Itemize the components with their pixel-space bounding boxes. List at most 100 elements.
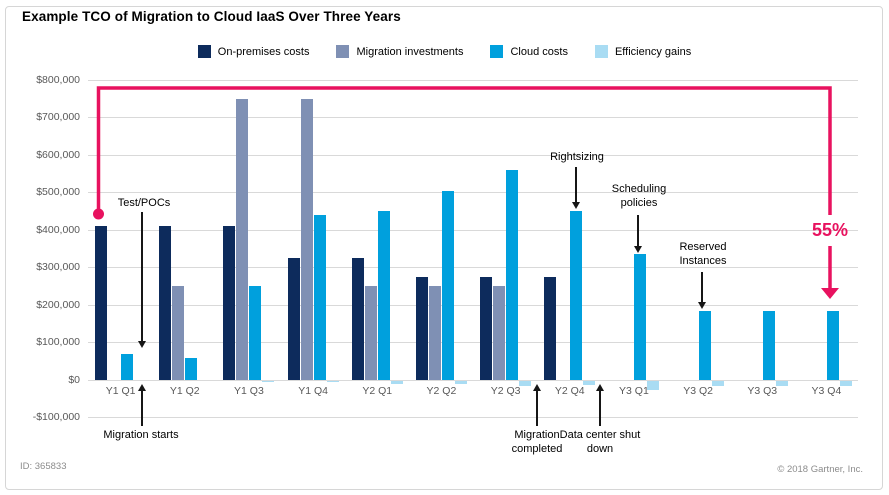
gridline bbox=[88, 304, 858, 306]
bar-efficiency-gains bbox=[262, 380, 275, 383]
on-premises-swatch-icon bbox=[197, 45, 211, 58]
x-tick-label: Y1 Q1 bbox=[105, 385, 136, 397]
bar-cloud-costs bbox=[506, 170, 519, 380]
x-tick-label: Y1 Q2 bbox=[169, 385, 200, 397]
y-tick-label: -$100,000 bbox=[32, 411, 80, 423]
x-tick-label: Y2 Q2 bbox=[426, 385, 457, 397]
gridline bbox=[88, 154, 858, 156]
bar-cloud-costs bbox=[377, 211, 390, 380]
y-tick-label: $0 bbox=[68, 373, 80, 386]
document-id: ID: 365833 bbox=[20, 461, 67, 472]
gridline bbox=[88, 267, 858, 268]
copyright: © 2018 Gartner, Inc. bbox=[777, 464, 863, 475]
gridline bbox=[88, 417, 858, 418]
legend-item-efficiency: Efficiency gains bbox=[594, 45, 692, 58]
x-tick-label: Y1 Q4 bbox=[298, 385, 328, 397]
bar-migration-investments bbox=[428, 286, 441, 380]
legend-item-on-premises: On-premises costs bbox=[197, 45, 310, 58]
y-tick-label: $700,000 bbox=[36, 111, 80, 123]
chart-title: Example TCO of Migration to Cloud IaaS O… bbox=[22, 9, 401, 24]
bar-on-premises-costs bbox=[223, 226, 236, 380]
bar-efficiency-gains bbox=[775, 380, 788, 387]
bar-cloud-costs bbox=[762, 310, 775, 380]
gridline bbox=[88, 192, 858, 193]
bar-cloud-costs bbox=[634, 254, 647, 380]
chart-legend: On-premises costs Migration investments … bbox=[0, 45, 889, 58]
migration-swatch-icon bbox=[336, 45, 350, 58]
bar-cloud-costs bbox=[698, 310, 711, 380]
y-tick-label: $200,000 bbox=[36, 298, 80, 311]
bar-efficiency-gains bbox=[711, 380, 724, 387]
y-tick-label: $600,000 bbox=[36, 148, 80, 161]
cloud-swatch-icon bbox=[490, 45, 504, 58]
migration-starts-arrow-icon bbox=[137, 384, 146, 426]
y-tick-label: $100,000 bbox=[36, 336, 80, 348]
x-tick-label: Y3 Q3 bbox=[747, 385, 778, 397]
x-tick-label: Y3 Q4 bbox=[811, 385, 842, 397]
legend-label: Cloud costs bbox=[510, 45, 568, 58]
bar-on-premises-costs bbox=[287, 258, 300, 380]
legend-item-cloud: Cloud costs bbox=[490, 45, 568, 58]
bar-cloud-costs bbox=[121, 353, 134, 380]
bar-cloud-costs bbox=[826, 310, 839, 380]
x-tick-label: Y2 Q3 bbox=[490, 385, 521, 397]
reserved-instances-arrow-icon bbox=[697, 272, 706, 309]
legend-label: On-premises costs bbox=[217, 45, 310, 58]
test-pocs-arrow-icon bbox=[137, 212, 146, 348]
migration-completed-arrow-icon bbox=[532, 384, 541, 426]
annotation-migration-completed: Migration completed bbox=[511, 429, 563, 455]
annotation-rightsizing: Rightsizing bbox=[550, 151, 604, 163]
bar-on-premises-costs bbox=[480, 276, 493, 380]
x-tick-label: Y3 Q1 bbox=[619, 385, 649, 397]
efficiency-swatch-icon bbox=[594, 45, 608, 58]
x-tick-label: Y2 Q4 bbox=[554, 385, 585, 397]
y-tick-label: $800,000 bbox=[36, 73, 80, 86]
reduction-percentage-label: 55% bbox=[811, 220, 849, 240]
legend-item-migration: Migration investments bbox=[336, 45, 463, 58]
y-tick-label: $300,000 bbox=[36, 261, 80, 273]
y-tick-label: $500,000 bbox=[36, 186, 80, 198]
annotation-scheduling-policies: Scheduling policies bbox=[611, 183, 667, 209]
bar-efficiency-gains bbox=[454, 380, 467, 385]
bar-on-premises-costs bbox=[159, 226, 172, 380]
bar-migration-investments bbox=[364, 286, 377, 380]
bar-efficiency-gains bbox=[647, 380, 660, 390]
bar-migration-investments bbox=[236, 98, 249, 380]
bar-cloud-costs bbox=[313, 215, 326, 380]
x-tick-label: Y1 Q3 bbox=[234, 385, 264, 397]
scheduling-policies-arrow-icon bbox=[633, 215, 642, 253]
bar-migration-investments bbox=[300, 98, 313, 380]
gridline bbox=[88, 379, 858, 381]
annotation-migration-starts: Migration starts bbox=[103, 429, 179, 441]
bar-cloud-costs bbox=[570, 211, 583, 380]
bar-cloud-costs bbox=[249, 286, 262, 380]
bar-efficiency-gains bbox=[390, 380, 403, 384]
bar-on-premises-costs bbox=[351, 258, 364, 380]
gridline bbox=[88, 79, 858, 81]
bar-migration-investments bbox=[493, 286, 506, 380]
bar-efficiency-gains bbox=[326, 380, 339, 383]
bar-cloud-costs bbox=[441, 190, 454, 380]
bar-on-premises-costs bbox=[544, 276, 557, 380]
bar-efficiency-gains bbox=[839, 380, 852, 387]
legend-label: Migration investments bbox=[356, 45, 464, 58]
data-center-arrow-icon bbox=[595, 384, 604, 426]
annotation-reserved-instances: Reserved Instances bbox=[679, 241, 727, 267]
x-tick-label: Y3 Q2 bbox=[683, 385, 713, 397]
bar-on-premises-costs bbox=[415, 276, 428, 380]
x-tick-label: Y2 Q1 bbox=[362, 385, 393, 397]
bar-migration-investments bbox=[172, 286, 185, 380]
bar-efficiency-gains bbox=[583, 380, 596, 385]
bar-cloud-costs bbox=[185, 357, 198, 380]
gridline bbox=[88, 342, 858, 343]
bar-efficiency-gains bbox=[519, 380, 532, 387]
bar-on-premises-costs bbox=[95, 226, 108, 380]
legend-label: Efficiency gains bbox=[614, 45, 692, 58]
annotation-data-center-shut-down: Data center shut down bbox=[559, 429, 641, 455]
rightsizing-arrow-icon bbox=[571, 167, 580, 209]
gridline bbox=[88, 117, 858, 118]
y-tick-label: $400,000 bbox=[36, 223, 80, 236]
gridline bbox=[88, 229, 858, 231]
